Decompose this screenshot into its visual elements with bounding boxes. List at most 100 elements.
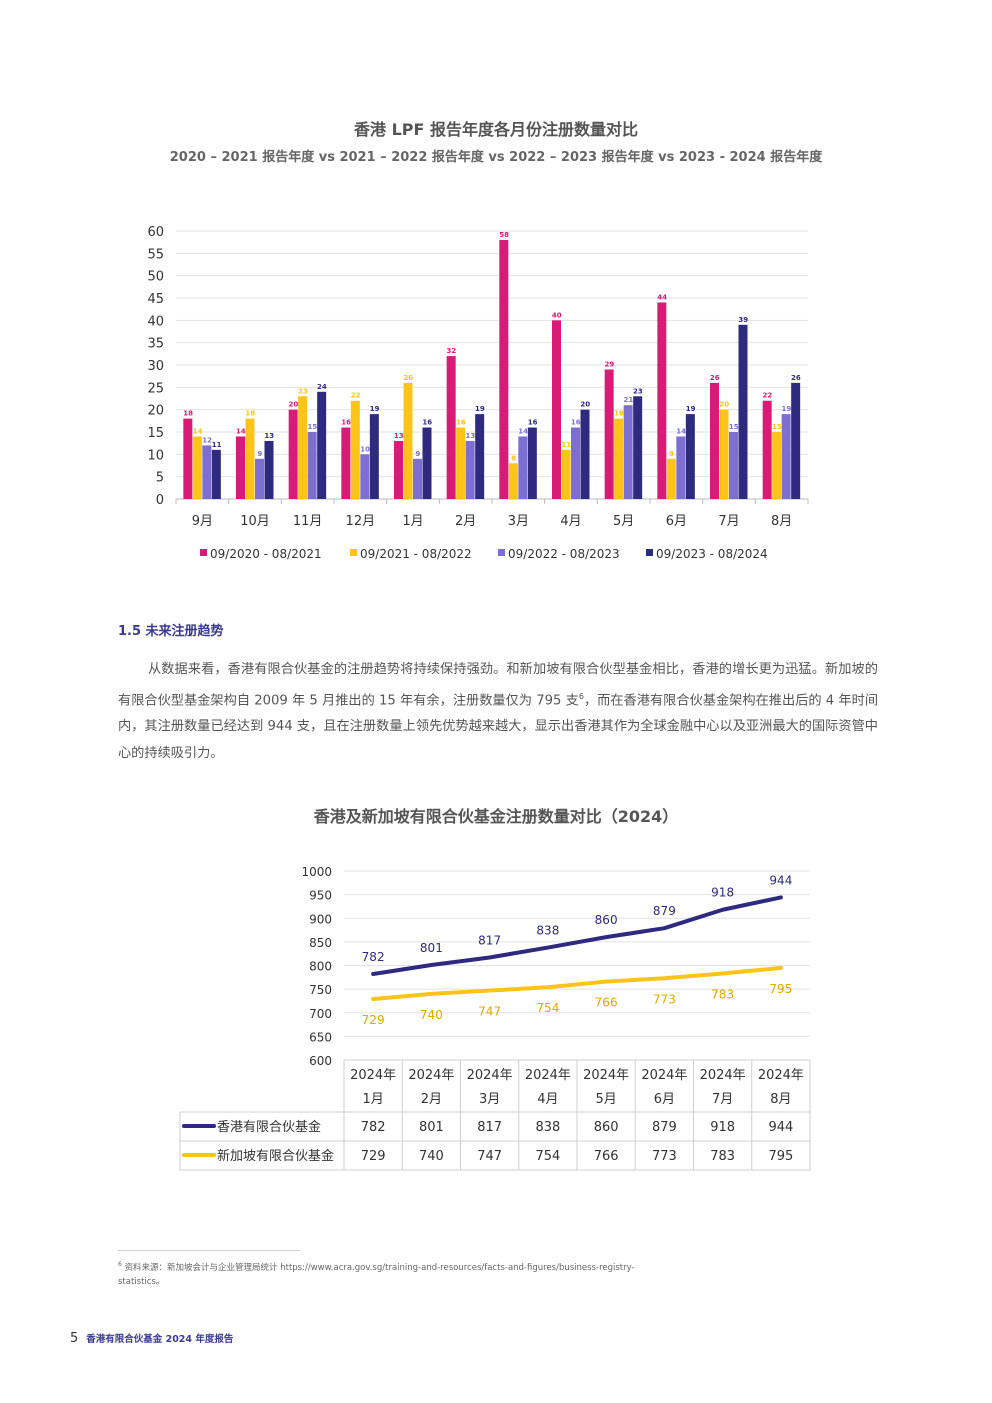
bar	[403, 382, 413, 499]
y-tick-label: 950	[309, 889, 332, 903]
bar-data-label: 16	[528, 419, 538, 427]
x-tick-label: 4月	[560, 514, 581, 529]
bar	[192, 436, 202, 499]
series-line	[371, 895, 783, 977]
point-data-label: 801	[420, 941, 443, 955]
bar-data-label: 16	[341, 419, 351, 427]
chart2-title: 香港及新加坡有限合伙基金注册数量对比（2024）	[313, 807, 679, 826]
bar	[772, 432, 782, 499]
table-header-month: 2月	[421, 1092, 442, 1107]
bar-data-label: 12	[202, 436, 212, 444]
legend-label: 09/2020 - 08/2021	[210, 547, 322, 561]
y-tick-label: 30	[147, 359, 164, 374]
bar-data-label: 18	[614, 410, 624, 418]
table-header-month: 4月	[537, 1092, 558, 1107]
legend-label: 09/2021 - 08/2022	[360, 547, 472, 561]
y-tick-label: 650	[309, 1030, 332, 1044]
bar-data-label: 15	[772, 423, 782, 431]
bar-data-label: 19	[782, 405, 792, 413]
bar	[369, 414, 379, 499]
bar	[255, 458, 264, 499]
x-tick-label: 8月	[771, 514, 792, 529]
paragraph-text-2: ，而在香港有限合伙基金架构在推出后的 4 年时间内，其注册数量已经达到 944 …	[118, 692, 879, 761]
bar-data-label: 58	[499, 231, 509, 239]
x-tick-label: 10月	[240, 514, 270, 529]
point-data-label: 783	[711, 988, 734, 1002]
bar	[666, 458, 676, 499]
bar	[422, 427, 432, 499]
bar	[413, 458, 422, 499]
point-data-label: 773	[653, 992, 676, 1006]
bar	[657, 302, 667, 499]
bar-data-label: 18	[183, 410, 193, 418]
bar-data-label: 14	[193, 427, 203, 435]
bar	[499, 239, 509, 499]
bar-data-label: 11	[212, 441, 222, 449]
bar	[571, 427, 580, 499]
table-header-year: 2024年	[641, 1068, 687, 1083]
bar	[475, 414, 485, 499]
legend-label: 香港有限合伙基金	[217, 1119, 321, 1135]
bar	[729, 432, 738, 499]
bar-data-label: 13	[466, 432, 476, 440]
bar-chart: 0510152025303540455055609月1814121110月141…	[147, 225, 809, 561]
bar-data-label: 44	[657, 293, 667, 301]
point-data-label: 747	[478, 1005, 501, 1019]
table-cell-value: 838	[535, 1120, 560, 1135]
bar-data-label: 21	[624, 396, 634, 404]
table-header-year: 2024年	[408, 1068, 454, 1083]
bar	[527, 427, 537, 499]
point-data-label: 754	[536, 1001, 559, 1015]
bar	[245, 418, 255, 499]
bar-data-label: 22	[351, 392, 361, 400]
table-cell-value: 918	[710, 1120, 735, 1135]
bar-data-label: 14	[676, 427, 686, 435]
legend-swatch	[200, 549, 207, 556]
y-tick-label: 0	[156, 493, 164, 508]
point-data-label: 918	[711, 886, 734, 900]
y-tick-label: 25	[147, 381, 164, 396]
bar	[791, 382, 801, 499]
table-cell-value: 817	[477, 1120, 502, 1135]
bar-data-label: 16	[456, 419, 466, 427]
bar	[623, 405, 633, 499]
bar	[614, 418, 624, 499]
y-tick-label: 700	[309, 1007, 332, 1021]
bar-data-label: 8	[511, 454, 516, 462]
bar	[298, 396, 308, 499]
y-tick-label: 45	[147, 292, 164, 307]
bar	[676, 436, 686, 499]
footnote-text: 资料来源：新加坡会计与企业管理局统计 https://www.acra.gov.…	[118, 1262, 635, 1287]
table-header-year: 2024年	[525, 1068, 571, 1083]
point-data-label: 729	[362, 1013, 385, 1027]
bar	[446, 356, 456, 499]
page-footer: 5 香港有限合伙基金 2024 年度报告	[70, 1331, 233, 1346]
table-header-month: 1月	[362, 1092, 383, 1107]
table-cell-value: 747	[477, 1149, 502, 1164]
x-tick-label: 6月	[666, 514, 687, 529]
bar	[781, 414, 791, 499]
table-cell-value: 860	[594, 1120, 619, 1135]
bar	[317, 391, 327, 499]
table-header-month: 5月	[595, 1092, 616, 1107]
paragraph-text-1: 从数据来看，香港有限合伙基金的注册趋势将持续保持强劲。和新加坡有限合伙型基金相比…	[118, 662, 878, 708]
footnote-number: 6	[118, 1261, 122, 1268]
table-header-year: 2024年	[758, 1068, 804, 1083]
bar-data-label: 15	[729, 423, 739, 431]
table-header-month: 8月	[770, 1092, 791, 1107]
y-tick-label: 850	[309, 936, 332, 950]
y-tick-label: 20	[147, 404, 164, 419]
table-cell-value: 879	[652, 1120, 677, 1135]
table-cell-value: 801	[419, 1120, 444, 1135]
bar-data-label: 29	[605, 360, 615, 368]
bar	[762, 400, 772, 499]
bar-data-label: 19	[686, 405, 696, 413]
bar	[264, 440, 274, 499]
chart1-subtitle: 2020 – 2021 报告年度 vs 2021 – 2022 报告年度 vs …	[169, 150, 823, 165]
bar-data-label: 19	[370, 405, 380, 413]
footnote-reference[interactable]: 6	[578, 691, 584, 701]
footnote-divider	[118, 1250, 300, 1251]
y-tick-label: 5	[156, 471, 164, 486]
bar	[561, 449, 571, 499]
bar-data-label: 23	[298, 387, 308, 395]
